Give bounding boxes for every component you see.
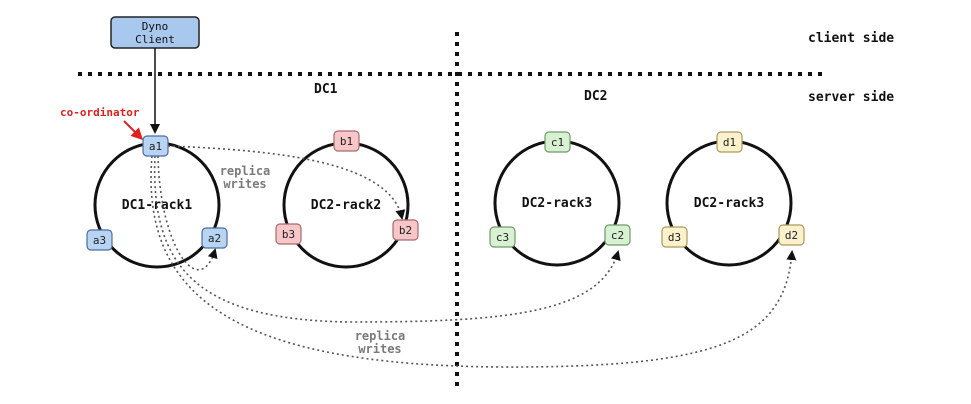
svg-text:Dyno: Dyno [142,20,169,33]
node-b1: b1 [333,130,360,152]
dc2-label: DC2 [584,89,607,104]
node-a1: a1 [142,135,169,157]
dyno-client: Dyno Client [110,16,200,49]
client-side-label: client side [808,31,894,46]
rack-label-3: DC2-rack3 [522,196,592,211]
svg-text:c1: c1 [551,136,564,149]
svg-text:Client: Client [135,33,175,46]
node-c2: c2 [604,224,631,246]
node-a3: a3 [86,229,113,251]
replica-writes-bottom-1: replica [355,329,406,343]
replica-writes-bottom-2: writes [358,342,401,356]
svg-text:a2: a2 [208,232,221,245]
dc1-label: DC1 [314,82,338,97]
node-c3: c3 [489,226,516,248]
coordinator-arrow [123,120,144,141]
node-c1: c1 [544,131,571,153]
svg-text:a1: a1 [149,140,162,153]
svg-text:c3: c3 [496,231,509,244]
coordinator-label: co-ordinator [60,106,140,119]
server-side-label: server side [808,90,894,105]
node-b2: b2 [392,219,419,241]
node-d1: d1 [716,131,743,153]
replica-writes-top-1: replica [220,164,271,178]
replica-writes-top-2: writes [223,177,266,191]
svg-text:d2: d2 [785,229,798,242]
svg-text:d1: d1 [723,136,736,149]
svg-text:b1: b1 [340,135,353,148]
svg-text:c2: c2 [611,229,624,242]
svg-text:b2: b2 [399,224,412,237]
svg-text:b3: b3 [282,228,295,241]
svg-text:d3: d3 [668,231,681,244]
replica-path-a1-b2 [167,145,406,220]
rack-label-2: DC2-rack2 [311,198,381,213]
node-a2: a2 [201,227,228,249]
node-d2: d2 [778,224,805,246]
node-b3: b3 [275,223,302,245]
node-d3: d3 [661,226,688,248]
svg-text:a3: a3 [93,234,106,247]
rack-label-1: DC1-rack1 [122,198,193,213]
rack-label-4: DC2-rack3 [694,196,764,211]
replica-path-a1-d2 [150,155,797,368]
